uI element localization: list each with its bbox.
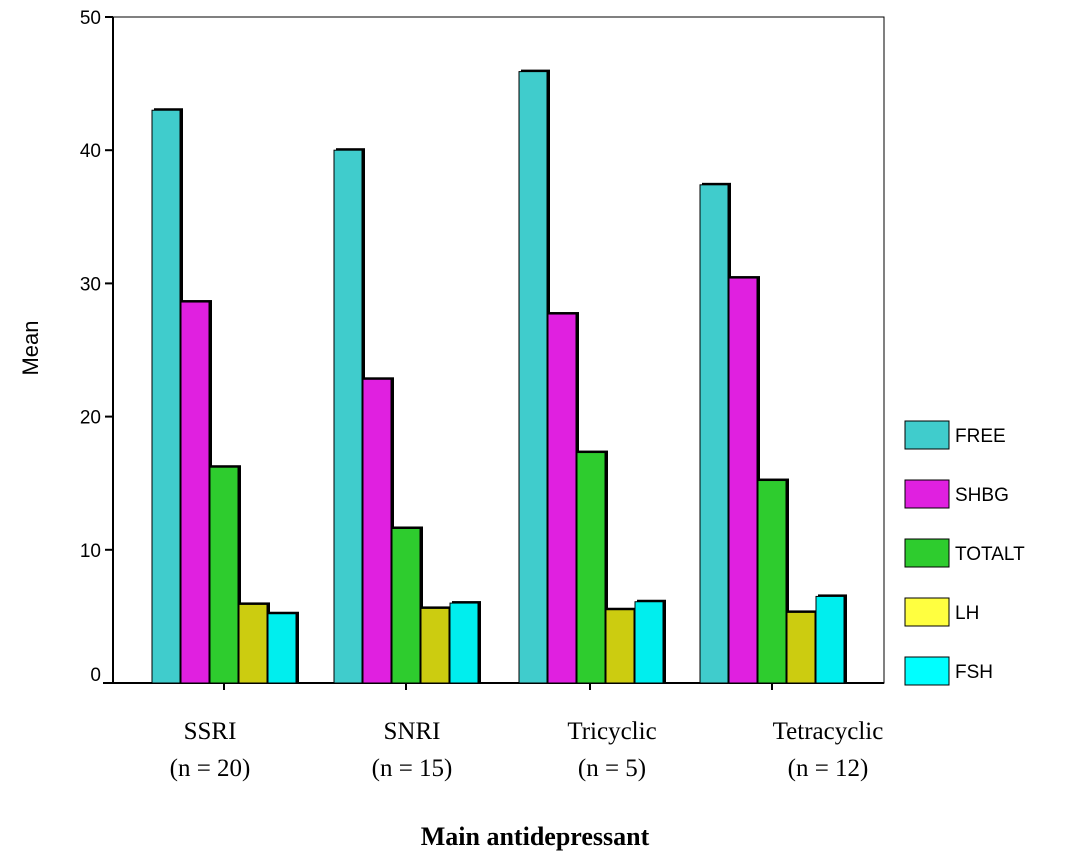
y-tick-label: 0: [90, 665, 101, 686]
legend-label: LH: [955, 603, 979, 624]
y-axis-label: Mean: [18, 320, 43, 375]
bar-shbg: [547, 313, 577, 684]
legend-label: FREE: [955, 426, 1006, 447]
bar-shbg: [180, 301, 210, 684]
category-n-label: (n = 5): [578, 755, 646, 782]
bar-free: [151, 109, 181, 684]
bar-totalt: [576, 452, 606, 684]
bar-fsh: [815, 595, 845, 684]
x-axis-label: Main antidepressant: [421, 822, 650, 851]
legend-swatch-free: [904, 420, 950, 450]
category-n-label: (n = 15): [372, 755, 453, 782]
y-tick-label: 50: [80, 8, 101, 29]
bar-free: [518, 71, 548, 684]
legend-label: SHBG: [955, 485, 1009, 506]
bar-totalt: [391, 527, 421, 684]
bar-fsh: [634, 601, 664, 684]
y-tick-label: 10: [80, 541, 101, 562]
legend-label: TOTALT: [955, 544, 1025, 565]
bar-fsh: [267, 613, 297, 684]
bar-shbg: [362, 378, 392, 684]
category-label: Tetracyclic: [773, 718, 884, 745]
bar-totalt: [757, 480, 787, 684]
bar-fsh: [449, 602, 479, 684]
category-label: Tricyclic: [567, 718, 656, 745]
bar-lh: [605, 609, 635, 684]
legend-swatch-totalt: [904, 538, 950, 568]
bar-shbg: [728, 277, 758, 684]
category-label: SSRI: [184, 718, 237, 745]
bar-free: [699, 184, 729, 684]
bars: [151, 69, 847, 684]
bar-totalt: [209, 466, 239, 684]
bar-lh: [420, 607, 450, 684]
y-tick-label: 30: [80, 274, 101, 295]
bar-lh: [238, 603, 268, 684]
legend-label: FSH: [955, 662, 993, 683]
category-label: SNRI: [384, 718, 441, 745]
y-tick-label: 40: [80, 141, 101, 162]
legend-swatch-shbg: [904, 479, 950, 509]
legend-swatch-fsh: [904, 656, 950, 686]
bar-free: [333, 149, 363, 684]
legend-swatch-lh: [904, 597, 950, 627]
y-axis: 0 10 20 30 40 50: [80, 8, 114, 686]
category-n-label: (n = 20): [170, 755, 251, 782]
x-axis: SSRI (n = 20) SNRI (n = 15) Tricyclic (n = 5)…: [103, 682, 884, 782]
category-n-label: (n = 12): [788, 755, 869, 782]
legend: FREE SHBG TOTALT LH FSH: [904, 420, 1025, 686]
y-tick-label: 20: [80, 408, 101, 429]
bar-lh: [786, 611, 816, 684]
